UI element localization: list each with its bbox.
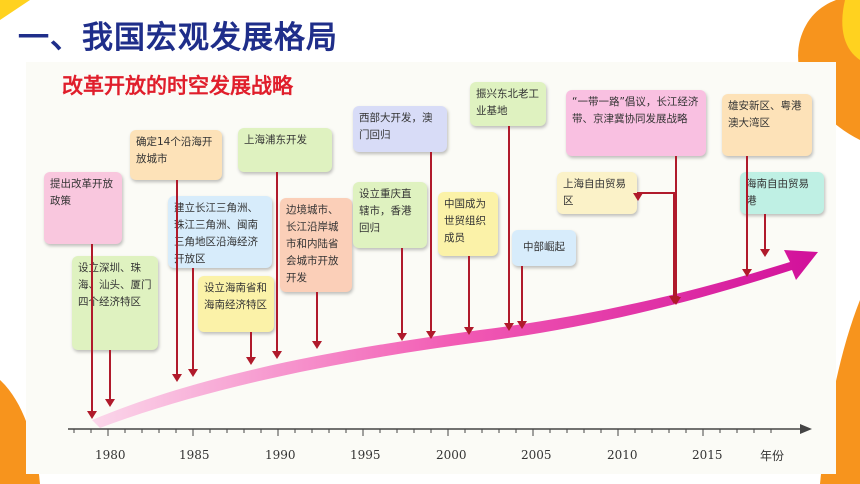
- arrow-1985: [188, 268, 198, 377]
- arrow-1984: [172, 180, 182, 382]
- arrow-2003: [504, 126, 514, 331]
- axis-tick-label: 1995: [350, 448, 381, 462]
- axis-minor-ticks: [73, 429, 772, 436]
- event-box-chongqing-hongkong: 设立重庆直辖市，香港回归: [353, 182, 427, 248]
- event-box-delta-open-zones: 建立长江三角洲、珠江三角洲、闽南三角地区沿海经济开放区: [168, 196, 272, 268]
- arrow-1992: [312, 292, 322, 349]
- event-box-western-development: 西部大开发，澳门回归: [353, 106, 447, 152]
- arrow-2013-bri: [671, 156, 681, 305]
- page-title: 一、我国宏观发展格局: [18, 20, 338, 56]
- page-subtitle: 改革开放的时空发展战略: [62, 74, 293, 98]
- axis-tick-label: 1980: [95, 448, 126, 462]
- event-box-hainan-province: 设立海南省和海南经济特区: [198, 276, 274, 332]
- axis-tick-label: 2010: [607, 448, 638, 462]
- event-box-hainan-ftp: 海南自由贸易港: [740, 172, 824, 214]
- yellow-corner-top-left: [0, 0, 30, 20]
- arrow-1980: [105, 350, 115, 407]
- arrow-2013-ftz: [669, 193, 679, 304]
- arrow-2004: [517, 266, 527, 329]
- arrow-ftz-horizontal: [633, 192, 675, 201]
- axis-tick-label: 2015: [692, 448, 723, 462]
- arrow-1999: [426, 152, 436, 339]
- event-box-reform-opening: 提出改革开放政策: [44, 172, 122, 244]
- arrow-2018: [760, 214, 770, 257]
- event-box-belt-and-road: “一带一路”倡议，长江经济带、京津冀协同发展战略: [566, 90, 706, 156]
- event-box-special-economic-zones: 设立深圳、珠海、汕头、厦门四个经济特区: [72, 256, 158, 350]
- event-box-inland-cities: 边境城市、长江沿岸城市和内陆省会城市开放开发: [280, 198, 352, 292]
- axis-tick-label: 2005: [521, 448, 552, 462]
- event-box-pudong: 上海浦东开发: [238, 128, 332, 172]
- event-box-wto: 中国成为世贸组织成员: [438, 192, 498, 256]
- event-box-central-rise: 中部崛起: [512, 230, 576, 266]
- event-box-shanghai-ftz: 上海自由贸易区: [557, 172, 637, 214]
- growth-arrow: [92, 250, 818, 428]
- arrow-2017: [742, 156, 752, 277]
- arrow-1990: [272, 172, 282, 359]
- event-box-northeast-revival: 振兴东北老工业基地: [470, 82, 546, 126]
- event-box-xiongan-gba: 雄安新区、粤港澳大湾区: [722, 94, 812, 156]
- arrow-2001: [464, 256, 474, 335]
- axis-arrowhead: [800, 424, 812, 434]
- arrow-1978: [87, 244, 97, 419]
- axis-tick-label: 2000: [436, 448, 467, 462]
- arrow-1988: [246, 332, 256, 365]
- axis-tick-label: 1990: [265, 448, 296, 462]
- axis-tick-label: 1985: [179, 448, 210, 462]
- yellow-corner-top-right: [842, 0, 860, 60]
- event-box-coastal-cities: 确定14个沿海开放城市: [130, 130, 222, 180]
- arrow-1997: [397, 248, 407, 341]
- axis-unit-label: 年份: [760, 449, 785, 463]
